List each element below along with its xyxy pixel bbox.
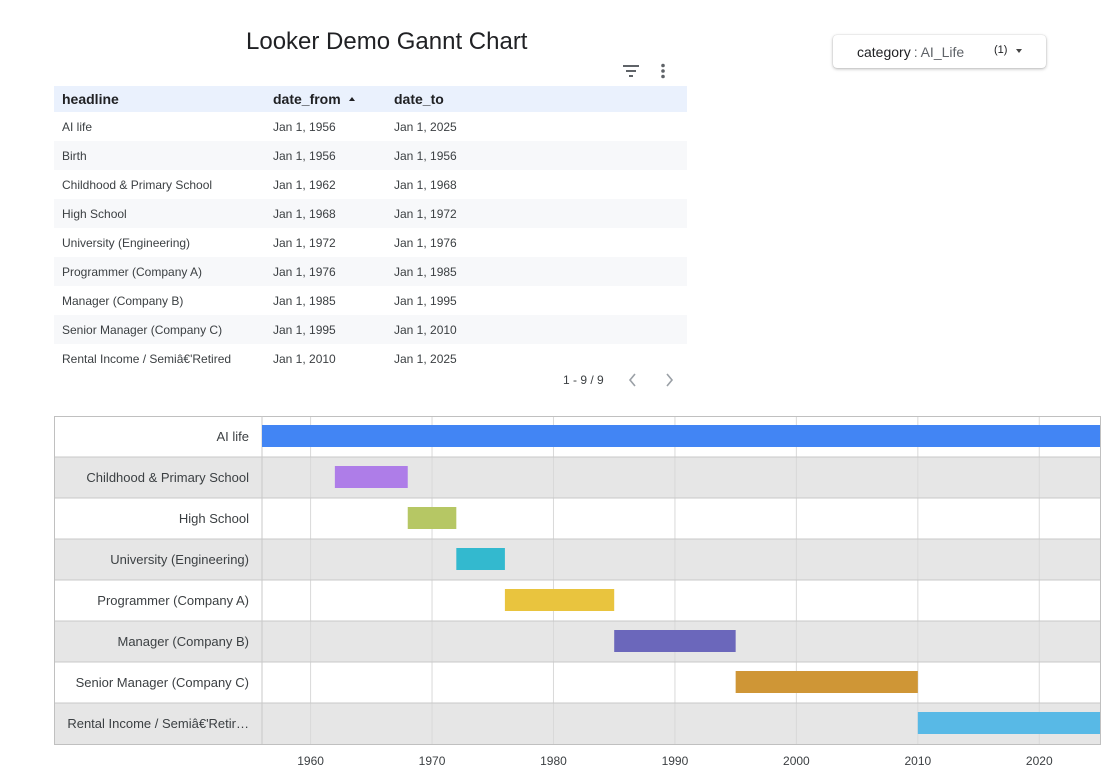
cell-headline: Birth — [62, 148, 87, 163]
cell-date-from: Jan 1, 1972 — [273, 235, 336, 250]
page-title: Looker Demo Gannt Chart — [246, 28, 528, 55]
cell-headline: Manager (Company B) — [62, 293, 184, 308]
gantt-row-background — [54, 621, 1100, 662]
gantt-bar[interactable] — [504, 589, 615, 611]
table-row: Senior Manager (Company C) Jan 1, 1995 Jan… — [54, 315, 687, 344]
cell-date-from: Jan 1, 2010 — [273, 351, 336, 366]
filter-list-icon[interactable] — [620, 60, 642, 82]
data-table: headline date_from date_to AI life Jan 1,… — [54, 86, 687, 373]
cell-date-from: Jan 1, 1956 — [273, 119, 336, 134]
x-tick-label: 2010 — [904, 754, 931, 768]
cell-headline: AI life — [62, 119, 93, 134]
x-tick-label: 2020 — [1026, 754, 1053, 768]
sort-ascending-icon — [348, 97, 355, 101]
row-label: Childhood & Primary School — [86, 470, 249, 485]
x-tick-label: 1960 — [297, 754, 324, 768]
x-tick-label: 1990 — [662, 754, 689, 768]
gantt-row-background — [54, 539, 1100, 580]
gantt-bar[interactable] — [917, 712, 1100, 734]
cell-date-to: Jan 1, 1956 — [394, 148, 457, 163]
x-tick-label: 2000 — [783, 754, 810, 768]
filter-key: category — [857, 43, 911, 60]
table-row: AI life Jan 1, 1956 Jan 1, 2025 — [54, 112, 687, 141]
filter-colon: : — [913, 43, 918, 60]
row-label: Senior Manager (Company C) — [76, 675, 249, 690]
table-row: University (Engineering) Jan 1, 1972 Jan 1… — [54, 228, 687, 257]
cell-headline: Rental Income / Semiâ€'Retired — [62, 351, 232, 366]
cell-date-from: Jan 1, 1968 — [273, 206, 336, 221]
cell-date-from: Jan 1, 1985 — [273, 293, 336, 308]
cell-date-from: Jan 1, 1995 — [273, 322, 336, 337]
x-tick-label: 1970 — [419, 754, 446, 768]
row-label: Rental Income / Semiâ€'Retir… — [67, 716, 249, 731]
filter-count: (1) — [994, 44, 1008, 56]
gantt-bar[interactable] — [614, 630, 736, 652]
chevron-right-icon[interactable] — [658, 369, 680, 391]
cell-date-from: Jan 1, 1962 — [273, 177, 336, 192]
category-filter-chip[interactable]: category: AI_Life (1) — [833, 35, 1046, 68]
cell-date-to: Jan 1, 2025 — [394, 351, 457, 366]
gantt-bar[interactable] — [735, 671, 918, 693]
cell-date-to: Jan 1, 1968 — [394, 177, 457, 192]
gantt-row-background — [54, 498, 1100, 539]
row-label: High School — [179, 511, 249, 526]
table-row: High School Jan 1, 1968 Jan 1, 1972 — [54, 199, 687, 228]
header-date-from[interactable]: date_from — [273, 91, 355, 107]
x-tick-label: 1980 — [540, 754, 567, 768]
gantt-bar[interactable] — [407, 507, 457, 529]
row-label: AI life — [216, 429, 249, 444]
row-label: Programmer (Company A) — [97, 593, 249, 608]
header-date-from-label: date_from — [273, 91, 341, 107]
gantt-frame — [54, 416, 1101, 745]
row-label: Manager (Company B) — [118, 634, 250, 649]
table-header: headline date_from date_to — [54, 86, 687, 112]
cell-headline: University (Engineering) — [62, 235, 191, 250]
table-row: Programmer (Company A) Jan 1, 1976 Jan 1, … — [54, 257, 687, 286]
cell-date-from: Jan 1, 1956 — [273, 148, 336, 163]
gantt-row-background — [54, 457, 1100, 498]
cell-headline: Senior Manager (Company C) — [62, 322, 223, 337]
table-row: Manager (Company B) Jan 1, 1985 Jan 1, 199… — [54, 286, 687, 315]
cell-headline: High School — [62, 206, 127, 221]
header-date-to[interactable]: date_to — [394, 91, 444, 107]
cell-headline: Programmer (Company A) — [62, 264, 203, 279]
row-label: University (Engineering) — [110, 552, 249, 567]
caret-down-icon[interactable] — [1016, 49, 1022, 53]
filter-value: AI_Life — [920, 43, 965, 60]
chevron-left-icon[interactable] — [622, 369, 644, 391]
table-row: Birth Jan 1, 1956 Jan 1, 1956 — [54, 141, 687, 170]
cell-date-to: Jan 1, 2025 — [394, 119, 457, 134]
gantt-bar[interactable] — [334, 466, 408, 488]
cell-date-to: Jan 1, 1976 — [394, 235, 457, 250]
header-headline[interactable]: headline — [62, 91, 119, 107]
gantt-row-background — [54, 662, 1100, 703]
cell-headline: Childhood & Primary School — [62, 177, 213, 192]
gantt-bar[interactable] — [456, 548, 505, 570]
table-row: Childhood & Primary School Jan 1, 1962 Jan… — [54, 170, 687, 199]
gantt-bar[interactable] — [262, 425, 1100, 447]
table-row: Rental Income / Semiâ€'Retired Jan 1, 201… — [54, 344, 687, 373]
cell-date-to: Jan 1, 1985 — [394, 264, 457, 279]
cell-date-to: Jan 1, 1995 — [394, 293, 457, 308]
cell-date-to: Jan 1, 1972 — [394, 206, 457, 221]
cell-date-from: Jan 1, 1976 — [273, 264, 336, 279]
pagination-label: 1 - 9 / 9 — [563, 373, 604, 387]
cell-date-to: Jan 1, 2010 — [394, 322, 457, 337]
more-vert-icon[interactable] — [652, 60, 674, 82]
